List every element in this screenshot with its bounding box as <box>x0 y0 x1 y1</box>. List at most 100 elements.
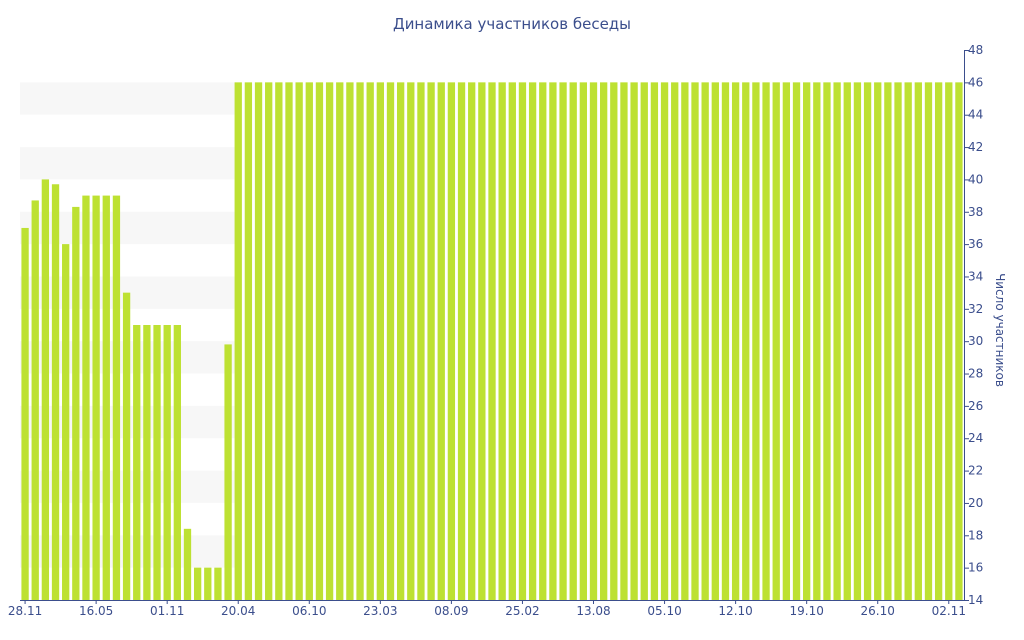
bar <box>610 82 618 601</box>
bar <box>772 82 780 601</box>
x-tick-label: 16.05 <box>79 604 113 618</box>
x-tick-label: 06.10 <box>292 604 326 618</box>
x-tick-label: 05.10 <box>647 604 681 618</box>
bar <box>275 82 283 601</box>
bar <box>752 82 760 601</box>
y-tick-label: 42 <box>968 140 983 154</box>
bar <box>376 82 384 601</box>
x-tick-label: 12.10 <box>718 604 752 618</box>
bar <box>569 82 577 601</box>
bar <box>305 82 313 601</box>
background-band <box>20 82 236 115</box>
bar <box>884 82 892 601</box>
bar <box>833 82 841 601</box>
bar <box>183 528 192 600</box>
y-tick-label: 38 <box>968 205 983 219</box>
bar <box>549 82 557 601</box>
x-tick-label: 28.11 <box>8 604 42 618</box>
y-tick-label: 14 <box>968 593 983 607</box>
bar <box>437 82 445 601</box>
y-tick-label: 18 <box>968 528 983 542</box>
bar <box>407 82 415 601</box>
bar <box>671 82 679 601</box>
x-tick-label: 13.08 <box>576 604 610 618</box>
bar <box>457 82 466 601</box>
bar <box>204 567 212 600</box>
bar <box>640 82 648 601</box>
bar <box>386 82 395 601</box>
bar <box>356 82 364 601</box>
bar <box>792 82 801 601</box>
bar <box>843 82 851 601</box>
bar <box>214 567 222 600</box>
bar <box>762 82 770 601</box>
bar <box>559 82 567 601</box>
y-tick-label: 48 <box>968 43 983 57</box>
bar <box>244 82 253 601</box>
bar <box>711 82 719 601</box>
bar <box>163 325 171 600</box>
bar <box>62 244 70 600</box>
bar <box>346 82 354 601</box>
bar <box>518 82 527 601</box>
bar <box>41 179 50 600</box>
y-tick-label: 30 <box>968 334 983 348</box>
x-axis-ticks: 28.11 16.05 01.11 20.04 06.10 23.03 08.09 25.02… <box>8 600 966 618</box>
y-tick-label: 16 <box>968 561 983 575</box>
x-tick-label: 25.02 <box>505 604 539 618</box>
bar <box>620 82 628 601</box>
bar <box>315 82 324 601</box>
bar <box>579 82 588 601</box>
bar <box>193 567 202 600</box>
bar <box>285 82 293 601</box>
bar <box>427 82 435 601</box>
x-tick-label: 19.10 <box>789 604 823 618</box>
bar <box>691 82 699 601</box>
y-tick-label: 22 <box>968 464 983 478</box>
bar <box>224 344 232 600</box>
chart-title: Динамика участников беседы <box>393 15 631 33</box>
bar <box>650 82 659 601</box>
bar <box>234 82 242 601</box>
bar <box>874 82 882 601</box>
bar <box>731 82 740 601</box>
background-band <box>20 147 236 180</box>
bar <box>102 195 110 600</box>
y-tick-label: 28 <box>968 367 983 381</box>
bar <box>133 325 141 600</box>
bar <box>721 82 730 601</box>
bar <box>508 82 516 601</box>
bar <box>742 82 750 601</box>
y-tick-label: 46 <box>968 75 983 89</box>
bar <box>417 82 425 601</box>
bar <box>894 82 902 601</box>
bar <box>924 82 933 601</box>
bar <box>539 82 547 601</box>
bar <box>478 82 486 601</box>
bar <box>853 82 862 601</box>
bar <box>153 325 161 600</box>
bar <box>82 195 90 600</box>
bar <box>813 82 821 601</box>
y-tick-label: 32 <box>968 302 983 316</box>
x-tick-label: 01.11 <box>150 604 184 618</box>
y-tick-label: 34 <box>968 269 983 283</box>
x-tick-label: 23.03 <box>363 604 397 618</box>
y-tick-label: 40 <box>968 172 983 186</box>
bar <box>945 82 953 601</box>
bar <box>173 325 181 600</box>
x-tick-label: 26.10 <box>861 604 895 618</box>
bar <box>803 82 811 601</box>
bar <box>72 206 80 600</box>
x-tick-label: 02.11 <box>932 604 966 618</box>
bar <box>92 195 100 600</box>
bar <box>21 227 29 600</box>
bar <box>143 325 151 600</box>
y-axis-ticks: 14 16 18 20 22 24 26 28 30 32 34 36 38 40 42 44 46 48 <box>964 43 983 607</box>
bar <box>863 82 872 601</box>
bar <box>254 82 263 601</box>
bar <box>681 82 689 601</box>
bar <box>447 82 456 601</box>
bar <box>701 82 709 601</box>
